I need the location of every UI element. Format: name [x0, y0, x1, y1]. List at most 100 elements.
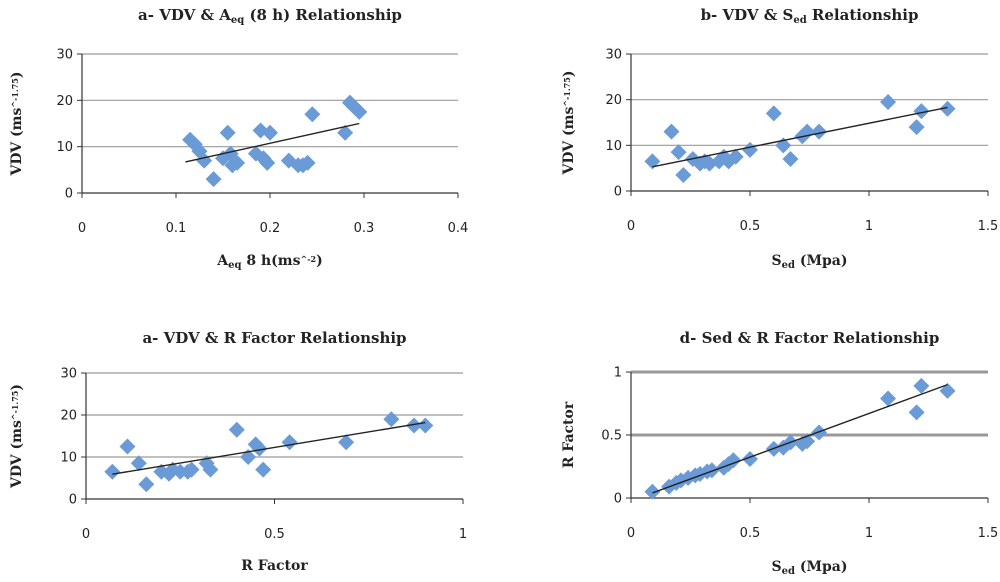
- chart-title: a- VDV & R Factor Relationship: [142, 329, 406, 347]
- trend-line: [652, 383, 948, 494]
- x-tick-label: 0.1: [166, 221, 187, 236]
- data-point: [130, 455, 147, 472]
- data-point: [782, 151, 799, 168]
- data-point: [811, 123, 828, 140]
- data-point: [255, 461, 272, 478]
- data-point: [405, 417, 422, 434]
- data-point: [703, 462, 720, 479]
- y-axis-label-part: ^-1.75: [562, 77, 572, 107]
- trend-line: [652, 106, 948, 168]
- y-axis-label: VDV (ms^-1.75): [9, 72, 25, 177]
- data-point: [338, 434, 355, 451]
- x-axis-label: Sed (Mpa): [772, 559, 848, 577]
- x-axis-label-part: A: [216, 253, 229, 269]
- x-axis-label-part: S: [772, 253, 782, 269]
- x-tick-label: 0.5: [740, 219, 761, 234]
- y-tick-label: 20: [605, 93, 622, 108]
- x-tick-label: 1.5: [978, 219, 999, 234]
- y-tick-label: 0: [614, 492, 622, 507]
- data-point: [913, 377, 930, 394]
- chart-title-part: ed: [793, 15, 806, 26]
- data-point: [229, 154, 246, 171]
- data-point: [119, 438, 136, 455]
- chart-title-part: eq: [231, 15, 244, 26]
- x-tick-label: 0.4: [448, 221, 469, 236]
- x-axis-label-part: ^-2: [301, 254, 317, 264]
- x-axis-label-part: (Mpa): [795, 559, 847, 575]
- data-point: [251, 440, 268, 457]
- x-tick-label: 1: [865, 526, 873, 541]
- x-tick-label: 0.5: [264, 527, 285, 542]
- chart-title-part: d- Sed & R Factor Relationship: [680, 329, 940, 347]
- chart-title: b- VDV & Sed Relationship: [701, 6, 919, 26]
- x-axis-label: Aeq 8 h(ms^-2): [216, 253, 322, 271]
- y-tick-label: 0: [65, 187, 73, 202]
- data-point: [281, 434, 298, 451]
- data-point: [913, 103, 930, 120]
- data-point: [727, 148, 744, 165]
- x-axis-label-part: (Mpa): [795, 253, 847, 269]
- data-point: [104, 463, 121, 480]
- y-tick-label: 10: [56, 140, 73, 155]
- chart-title-part: a- VDV & R Factor Relationship: [142, 329, 406, 347]
- y-axis-label-part: VDV (ms: [9, 108, 25, 177]
- y-tick-label: 30: [56, 48, 73, 63]
- data-point: [202, 461, 219, 478]
- x-axis-label: Sed (Mpa): [772, 253, 848, 271]
- chart-title: d- Sed & R Factor Relationship: [680, 329, 940, 347]
- data-point: [138, 476, 155, 493]
- data-point: [259, 154, 276, 171]
- y-axis-label: VDV (ms^-1.75): [9, 384, 25, 489]
- x-tick-label: 0: [82, 527, 90, 542]
- y-tick-label: 0: [69, 493, 77, 508]
- y-tick-label: 30: [605, 48, 622, 63]
- chart-title-part: a- VDV & A: [138, 6, 231, 24]
- y-tick-label: 30: [60, 367, 77, 382]
- chart-title-part: Relationship: [807, 6, 919, 24]
- data-point: [351, 103, 368, 120]
- data-point: [383, 411, 400, 428]
- x-axis-label-part: eq: [228, 260, 241, 271]
- x-axis-label-part: 8 h(ms: [242, 253, 301, 269]
- panel-c: 0 10 20 30 0 0.5 1 a- VDV & R Factor Relationsh…: [9, 329, 467, 574]
- x-axis-label-part: S: [772, 559, 782, 575]
- y-tick-label: 0: [614, 185, 622, 200]
- x-tick-label: 0: [627, 526, 635, 541]
- data-point: [644, 483, 661, 500]
- y-tick-label: 1: [614, 366, 622, 381]
- panel-d: 0 0.5 1 0 0.5 1 1.5 d- Sed & R Factor Relations…: [561, 329, 998, 577]
- data-point: [880, 390, 897, 407]
- chart-title: a- VDV & Aeq (8 h) Relationship: [138, 6, 402, 26]
- x-tick-label: 0: [627, 219, 635, 234]
- y-tick-label: 10: [605, 139, 622, 154]
- data-point: [337, 124, 354, 141]
- x-tick-label: 1: [459, 527, 467, 542]
- y-axis-label: VDV (ms^-1.75): [561, 71, 577, 176]
- chart-title-part: (8 h) Relationship: [244, 6, 402, 24]
- data-point: [939, 100, 956, 117]
- data-point: [908, 119, 925, 136]
- data-point: [228, 421, 245, 438]
- data-point: [183, 461, 200, 478]
- data-point: [417, 417, 434, 434]
- chart-title-part: b- VDV & S: [701, 6, 794, 24]
- y-tick-label: 20: [60, 409, 77, 424]
- data-point: [644, 153, 661, 170]
- data-point: [663, 123, 680, 140]
- x-tick-label: 1: [865, 219, 873, 234]
- x-tick-label: 0.2: [260, 221, 281, 236]
- x-tick-label: 0.3: [354, 221, 375, 236]
- panel-b: 0 10 20 30 0 0.5 1 1.5 b- VDV & Sed Relationship…: [561, 6, 998, 271]
- x-axis-label-part: ed: [782, 566, 795, 577]
- data-point: [939, 382, 956, 399]
- y-axis-label-part: ^-1.75: [10, 78, 20, 108]
- trend-line: [185, 122, 360, 163]
- x-tick-label: 1.5: [978, 526, 999, 541]
- x-axis-label-part: ): [316, 253, 323, 269]
- data-point: [299, 154, 316, 171]
- data-point: [742, 141, 758, 158]
- trend-line: [112, 421, 426, 475]
- data-point: [799, 123, 816, 140]
- y-tick-label: 20: [56, 94, 73, 109]
